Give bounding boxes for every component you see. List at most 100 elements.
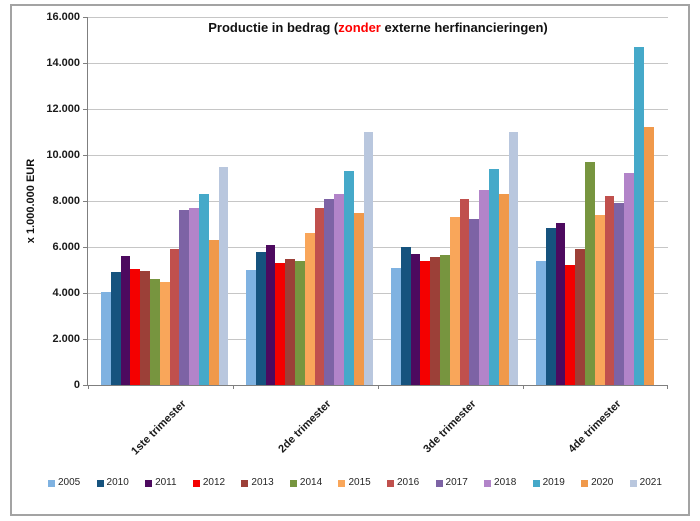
legend-swatch-2012 xyxy=(192,479,200,487)
x-tick-mark xyxy=(523,385,524,389)
gridline xyxy=(88,155,668,156)
legend-label: 2016 xyxy=(396,477,420,488)
legend-label: 2021 xyxy=(639,477,662,488)
bar-2014 xyxy=(440,255,450,385)
bar-2016 xyxy=(314,207,325,385)
chart-title-highlight: zonder xyxy=(338,20,381,35)
bar-2021 xyxy=(218,166,229,385)
y-tick-label: 0 xyxy=(73,379,80,391)
y-tick-label: 2.000 xyxy=(52,333,80,345)
legend-label: 2015 xyxy=(348,477,371,488)
legend-swatch-2013 xyxy=(241,479,249,487)
bar-2020 xyxy=(208,240,219,385)
bar-2018 xyxy=(334,194,344,385)
legend-swatch-2014 xyxy=(289,479,297,487)
bar-2010 xyxy=(545,227,556,385)
legend-item-2013: 2013 xyxy=(241,477,274,488)
x-tick-mark xyxy=(378,385,379,389)
bar-2013 xyxy=(285,258,295,385)
legend-swatch-2020 xyxy=(581,479,589,487)
legend-item-2019: 2019 xyxy=(532,477,565,488)
legend-item-2012: 2012 xyxy=(192,477,226,488)
bar-2021 xyxy=(363,132,374,385)
bar-2016 xyxy=(459,198,470,385)
legend-label: 2010 xyxy=(106,477,129,488)
bar-2013 xyxy=(575,249,585,385)
gridline xyxy=(88,63,668,64)
y-tick-mark xyxy=(83,63,87,64)
bar-2017 xyxy=(324,198,335,385)
legend-swatch-2021 xyxy=(629,479,637,487)
y-tick-label: 4.000 xyxy=(52,287,80,299)
bar-2015 xyxy=(449,217,460,385)
y-tick-label: 8.000 xyxy=(52,195,80,207)
bar-2018 xyxy=(479,189,489,385)
legend-swatch-2011 xyxy=(145,479,153,487)
bar-2016 xyxy=(604,196,615,385)
legend-label: 2005 xyxy=(58,477,81,488)
bar-2011 xyxy=(555,222,566,385)
bar-2017 xyxy=(614,203,625,385)
bar-2015 xyxy=(159,281,170,385)
bar-2016 xyxy=(169,249,180,385)
x-tick-mark xyxy=(667,385,668,389)
bar-2018 xyxy=(624,173,634,385)
x-tick-mark xyxy=(88,385,89,389)
bar-2015 xyxy=(594,214,605,385)
legend-swatch-2005 xyxy=(48,479,55,487)
y-tick-label: 12.000 xyxy=(46,103,80,115)
bar-2010 xyxy=(110,272,121,385)
legend-swatch-2015 xyxy=(338,479,346,487)
legend-item-2016: 2016 xyxy=(386,477,420,488)
legend-item-2010: 2010 xyxy=(96,477,129,488)
y-axis-line xyxy=(87,17,88,386)
legend-label: 2018 xyxy=(494,477,517,488)
bar-2020 xyxy=(498,194,509,385)
bar-2014 xyxy=(150,279,160,385)
bar-2012 xyxy=(420,260,431,385)
gridline xyxy=(88,247,668,248)
legend-label: 2012 xyxy=(202,477,226,488)
y-tick-mark xyxy=(83,155,87,156)
bar-2020 xyxy=(353,212,364,385)
bar-2019 xyxy=(344,171,354,385)
bar-2005 xyxy=(391,267,401,385)
y-tick-label: 14.000 xyxy=(46,57,80,69)
bar-2013 xyxy=(430,257,440,385)
bar-2010 xyxy=(400,247,411,385)
x-tick-mark xyxy=(233,385,234,389)
bar-2012 xyxy=(565,265,576,385)
y-tick-mark xyxy=(83,339,87,340)
legend-swatch-2017 xyxy=(435,479,443,487)
y-tick-mark xyxy=(83,109,87,110)
legend-item-2005: 2005 xyxy=(48,478,80,488)
y-tick-label: 16.000 xyxy=(46,11,80,23)
bar-2011 xyxy=(120,256,131,385)
bar-2017 xyxy=(179,210,190,385)
legend-item-2014: 2014 xyxy=(289,477,323,488)
bar-2019 xyxy=(199,194,209,385)
x-axis-line xyxy=(87,385,668,386)
legend-label: 2017 xyxy=(445,477,468,488)
bar-2012 xyxy=(275,263,286,385)
chart-title-text-2: externe herfinancieringen) xyxy=(380,20,548,35)
bar-2011 xyxy=(410,253,421,385)
legend-swatch-2016 xyxy=(386,479,394,487)
bar-2017 xyxy=(469,219,480,385)
legend-swatch-2019 xyxy=(532,479,540,487)
bar-2021 xyxy=(508,132,519,385)
legend-label: 2013 xyxy=(251,477,274,488)
bar-2013 xyxy=(140,271,150,385)
gridline xyxy=(88,201,668,202)
chart-title-text: Productie in bedrag ( xyxy=(208,20,339,35)
bar-2019 xyxy=(489,168,499,385)
legend-label: 2014 xyxy=(299,477,323,488)
legend-swatch-2018 xyxy=(484,479,492,487)
legend-label: 2019 xyxy=(542,477,565,488)
y-tick-mark xyxy=(83,17,87,18)
bar-2005 xyxy=(101,291,111,385)
bar-2020 xyxy=(643,127,654,385)
legend-item-2015: 2015 xyxy=(338,477,371,488)
gridline xyxy=(88,17,668,18)
y-tick-mark xyxy=(83,201,87,202)
